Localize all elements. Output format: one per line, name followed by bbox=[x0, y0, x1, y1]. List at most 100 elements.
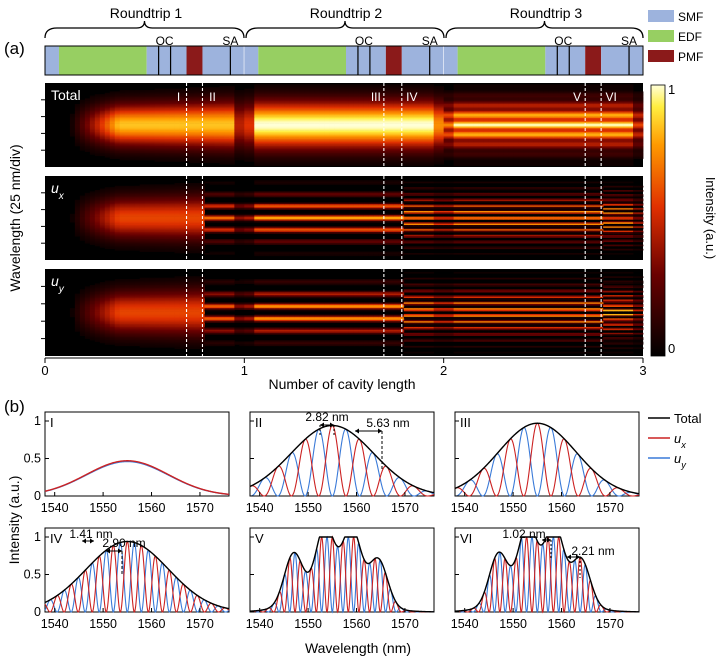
heatmap-cell bbox=[174, 120, 180, 123]
heatmap-cell bbox=[259, 87, 265, 89]
heatmap-cell bbox=[104, 155, 111, 158]
heatmap-cell bbox=[144, 90, 151, 92]
heatmap-cell bbox=[219, 147, 225, 150]
heatmap-cell bbox=[214, 133, 220, 136]
heatmap-cell bbox=[169, 105, 175, 108]
heatmap-cell bbox=[144, 155, 151, 158]
heatmap-cell bbox=[214, 97, 220, 99]
heatmap-cell bbox=[279, 133, 285, 136]
heatmap-cell bbox=[264, 155, 270, 158]
heatmap-cell bbox=[154, 111, 161, 113]
heatmap-cell bbox=[269, 140, 275, 143]
heatmap-cell bbox=[254, 118, 260, 120]
heatmap-cell bbox=[264, 134, 270, 137]
heatmap-cell bbox=[229, 113, 235, 116]
heatmap-cell bbox=[89, 119, 96, 122]
heatmap-cell bbox=[219, 120, 225, 123]
heatmap-cell bbox=[174, 143, 180, 145]
heatmap-cell bbox=[119, 120, 126, 123]
heatmap-cell bbox=[239, 153, 245, 155]
heatmap-cell bbox=[229, 158, 235, 161]
heatmap-cell bbox=[154, 90, 161, 92]
heatmap-cell bbox=[184, 141, 190, 144]
heatmap-cell bbox=[294, 150, 300, 152]
heatmap-cell bbox=[179, 97, 185, 99]
heatmap-cell bbox=[109, 132, 116, 134]
heatmap-cell bbox=[139, 129, 146, 131]
heatmap-cell bbox=[224, 133, 230, 136]
heatmap-cell bbox=[254, 112, 260, 115]
heatmap-cell bbox=[304, 161, 310, 164]
heatmap-cell bbox=[169, 157, 175, 159]
heatmap-cell bbox=[194, 97, 200, 99]
heatmap-cell bbox=[104, 98, 111, 101]
heatmap-cell bbox=[109, 95, 116, 98]
heatmap-cell bbox=[149, 101, 156, 103]
heatmap-cell bbox=[149, 158, 156, 161]
heatmap-cell bbox=[159, 91, 165, 94]
heatmap-cell bbox=[249, 154, 255, 157]
heatmap-cell bbox=[134, 119, 141, 122]
heatmap-cell bbox=[189, 116, 195, 119]
heatmap-cell bbox=[89, 126, 96, 129]
heatmap-cell bbox=[234, 154, 240, 157]
heatmap-cell bbox=[204, 126, 210, 129]
heatmap-cell bbox=[169, 155, 175, 158]
heatmap-cell bbox=[134, 101, 141, 103]
heatmap-cell bbox=[219, 129, 225, 131]
heatmap-cell bbox=[304, 115, 310, 117]
heatmap-cell bbox=[249, 97, 255, 99]
heatmap-cell bbox=[179, 140, 185, 143]
heatmap-cell bbox=[254, 111, 260, 113]
heatmap-cell bbox=[164, 123, 170, 126]
heatmap-cell bbox=[79, 139, 86, 141]
heatmap-cell bbox=[179, 108, 185, 110]
heatmap-cell bbox=[249, 148, 255, 151]
heatmap-cell bbox=[204, 119, 210, 122]
heatmap-cell bbox=[159, 151, 165, 154]
heatmap-cell bbox=[234, 136, 240, 138]
heatmap-cell bbox=[174, 116, 180, 119]
heatmap-cell bbox=[518, 164, 524, 166]
heatmap-cell bbox=[259, 113, 265, 116]
heatmap-cell bbox=[144, 141, 151, 144]
heatmap-cell bbox=[189, 153, 195, 155]
heatmap-cell bbox=[219, 92, 225, 95]
heatmap-cell bbox=[209, 113, 215, 116]
heatmap-cell bbox=[289, 102, 295, 105]
heatmap-cell bbox=[204, 120, 210, 123]
heatmap-cell bbox=[423, 164, 430, 166]
heatmap-cell bbox=[84, 133, 91, 136]
heatmap-cell bbox=[74, 127, 81, 130]
heatmap-cell bbox=[179, 94, 185, 96]
heatmap-cell bbox=[189, 112, 195, 115]
heatmap-cell bbox=[104, 147, 111, 150]
heatmap-cell bbox=[274, 140, 280, 143]
heatmap-cell bbox=[189, 92, 195, 95]
heatmap-cell bbox=[209, 90, 215, 92]
heatmap-cell bbox=[294, 134, 300, 137]
heatmap-cell bbox=[179, 147, 185, 150]
heatmap-cell bbox=[104, 108, 111, 110]
heatmap-cell bbox=[189, 108, 195, 110]
heatmap-cell bbox=[69, 132, 76, 134]
heatmap-cell bbox=[104, 99, 111, 102]
heatmap-cell bbox=[309, 92, 315, 95]
heatmap-cell bbox=[114, 113, 121, 116]
heatmap-cell bbox=[104, 118, 111, 120]
heatmap-cell bbox=[274, 97, 280, 99]
heatmap-cell bbox=[284, 109, 290, 112]
heatmap-cell bbox=[139, 154, 146, 157]
heatmap-cell bbox=[189, 151, 195, 154]
heatmap-cell bbox=[224, 98, 230, 101]
heatmap-cell bbox=[259, 153, 265, 155]
heatmap-cell bbox=[124, 144, 131, 147]
heatmap-cell bbox=[104, 105, 111, 108]
heatmap-cell bbox=[79, 136, 86, 138]
heatmap-cell bbox=[194, 98, 200, 101]
heatmap-cell bbox=[244, 111, 250, 113]
heatmap-cell bbox=[304, 112, 310, 115]
heatmap-cell bbox=[104, 143, 111, 145]
heatmap-cell bbox=[179, 143, 185, 145]
heatmap-cell bbox=[294, 127, 300, 130]
